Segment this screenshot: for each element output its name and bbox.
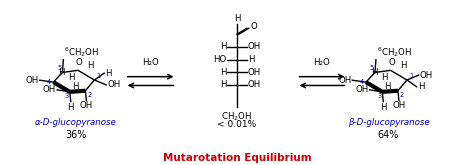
- Text: $^6$CH$_2$OH: $^6$CH$_2$OH: [64, 45, 100, 59]
- Text: O: O: [388, 58, 395, 67]
- Text: OH: OH: [107, 80, 120, 89]
- Text: $^6$CH$_2$OH: $^6$CH$_2$OH: [377, 45, 412, 59]
- Text: 4: 4: [47, 79, 51, 85]
- Text: 36%: 36%: [65, 130, 87, 140]
- Text: H: H: [67, 103, 74, 112]
- Text: OH: OH: [248, 81, 261, 89]
- Text: H: H: [72, 82, 79, 91]
- Text: H: H: [384, 82, 391, 91]
- Text: OH: OH: [248, 42, 261, 51]
- Text: H: H: [220, 68, 226, 77]
- Text: OH: OH: [26, 76, 39, 85]
- Text: H: H: [371, 68, 377, 77]
- Text: β-D-glucopyranose: β-D-glucopyranose: [347, 118, 429, 127]
- Text: H: H: [400, 61, 406, 70]
- Text: α-D-glucopyranose: α-D-glucopyranose: [35, 118, 117, 127]
- Text: 3: 3: [64, 93, 69, 99]
- Text: CH$_2$OH: CH$_2$OH: [221, 110, 253, 123]
- Text: 4: 4: [360, 79, 364, 85]
- Text: HO: HO: [213, 55, 226, 64]
- Text: H: H: [87, 61, 94, 70]
- Text: H: H: [58, 68, 65, 77]
- Text: O: O: [75, 58, 82, 67]
- Text: OH: OH: [392, 101, 406, 111]
- Text: OH: OH: [356, 85, 369, 94]
- Text: H: H: [105, 69, 112, 78]
- Text: H: H: [220, 42, 226, 51]
- Text: OH: OH: [248, 68, 261, 77]
- Text: H: H: [220, 81, 226, 89]
- Text: 3: 3: [377, 93, 382, 99]
- Text: 5: 5: [370, 65, 374, 70]
- Text: 1: 1: [96, 73, 100, 79]
- Text: 5: 5: [57, 65, 62, 70]
- Text: 2: 2: [400, 92, 404, 98]
- Text: H: H: [380, 103, 387, 112]
- Text: OH: OH: [338, 76, 351, 85]
- Text: H: H: [68, 73, 75, 82]
- Text: 2: 2: [87, 92, 91, 98]
- Text: 1: 1: [409, 73, 413, 79]
- Text: H: H: [234, 15, 240, 23]
- Text: H₂O: H₂O: [314, 58, 330, 67]
- Text: OH: OH: [43, 85, 56, 94]
- Text: H: H: [381, 73, 387, 82]
- Text: Mutarotation Equilibrium: Mutarotation Equilibrium: [163, 153, 311, 163]
- Text: OH: OH: [419, 71, 433, 80]
- Text: H: H: [248, 55, 254, 64]
- Text: OH: OH: [80, 101, 93, 111]
- Text: O: O: [251, 22, 257, 31]
- Text: < 0.01%: < 0.01%: [218, 120, 256, 129]
- Text: H₂O: H₂O: [142, 58, 158, 67]
- Text: H: H: [418, 82, 424, 91]
- Text: 64%: 64%: [378, 130, 399, 140]
